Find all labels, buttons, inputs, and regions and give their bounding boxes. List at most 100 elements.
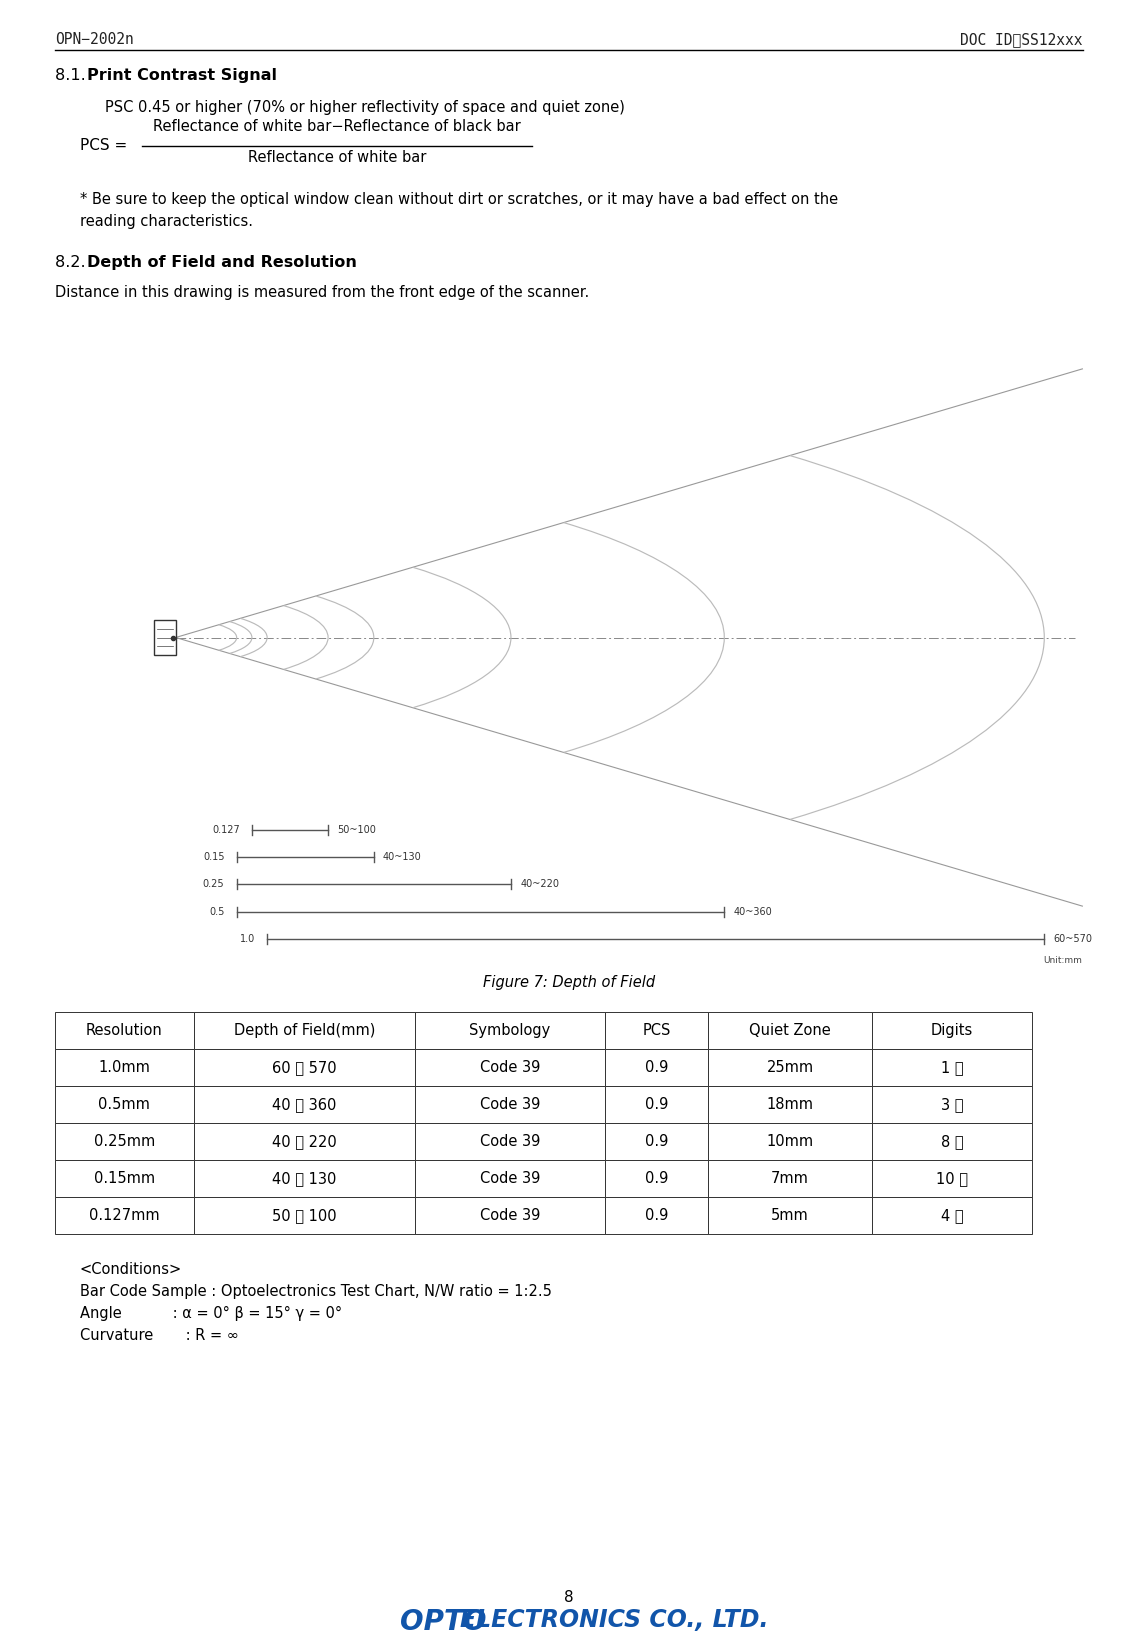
Bar [193, 1049, 414, 1085]
Bar [872, 1049, 1032, 1085]
Bar [55, 1049, 193, 1085]
Bar [872, 1198, 1032, 1234]
Text: * Be sure to keep the optical window clean without dirt or scratches, or it may : * Be sure to keep the optical window cle… [80, 192, 838, 228]
Bar [872, 1085, 1032, 1123]
Bar [872, 1123, 1032, 1160]
Text: 0.5mm: 0.5mm [99, 1097, 150, 1112]
Text: 60 ～ 570: 60 ～ 570 [272, 1061, 337, 1075]
Text: 40~130: 40~130 [384, 852, 422, 862]
Text: 60~570: 60~570 [1054, 933, 1092, 943]
Text: 3 桁: 3 桁 [941, 1097, 963, 1112]
Text: 0.15mm: 0.15mm [93, 1171, 155, 1186]
Bar [55, 1085, 193, 1123]
Bar [708, 1198, 872, 1234]
Text: 8 桁: 8 桁 [941, 1133, 963, 1150]
Text: 5mm: 5mm [772, 1208, 809, 1222]
Text: 40~220: 40~220 [520, 879, 559, 889]
Text: OPN−2002n: OPN−2002n [55, 31, 134, 46]
Text: Figure 7: Depth of Field: Figure 7: Depth of Field [483, 975, 655, 990]
Bar [55, 1013, 193, 1049]
Text: PSC 0.45 or higher (70% or higher reflectivity of space and quiet zone): PSC 0.45 or higher (70% or higher reflec… [105, 101, 625, 116]
Text: 0.9: 0.9 [645, 1133, 668, 1150]
Text: 40 ～ 220: 40 ～ 220 [272, 1133, 337, 1150]
Bar [193, 1160, 414, 1198]
Text: PCS =: PCS = [80, 139, 132, 154]
Text: Unit:mm: Unit:mm [1044, 957, 1082, 965]
Text: 0.127: 0.127 [212, 824, 240, 834]
Text: 7mm: 7mm [772, 1171, 809, 1186]
Text: Code 39: Code 39 [480, 1171, 541, 1186]
Text: OPTO: OPTO [399, 1607, 487, 1635]
Text: Code 39: Code 39 [480, 1061, 541, 1075]
Text: 40 ～ 360: 40 ～ 360 [272, 1097, 337, 1112]
Bar [55, 1160, 193, 1198]
Bar [872, 1160, 1032, 1198]
Bar [708, 1013, 872, 1049]
Text: Code 39: Code 39 [480, 1133, 541, 1150]
Text: Digits: Digits [931, 1023, 973, 1037]
Bar [55, 1123, 193, 1160]
Bar [193, 1085, 414, 1123]
Bar [155, 620, 175, 654]
Text: Bar Code Sample : Optoelectronics Test Chart, N/W ratio = 1:2.5: Bar Code Sample : Optoelectronics Test C… [80, 1284, 552, 1298]
Text: Depth of Field and Resolution: Depth of Field and Resolution [86, 254, 357, 269]
Text: 0.5: 0.5 [209, 907, 224, 917]
Text: 1 桁: 1 桁 [941, 1061, 963, 1075]
Bar [414, 1049, 605, 1085]
Text: 1.0: 1.0 [240, 933, 255, 943]
Text: 8: 8 [564, 1589, 574, 1606]
Text: 40 ～ 130: 40 ～ 130 [272, 1171, 337, 1186]
Text: 25mm: 25mm [767, 1061, 814, 1075]
Bar [193, 1198, 414, 1234]
Bar [414, 1085, 605, 1123]
Bar [414, 1160, 605, 1198]
Text: 10mm: 10mm [767, 1133, 814, 1150]
Bar [872, 1013, 1032, 1049]
Text: 40~360: 40~360 [733, 907, 773, 917]
Text: Print Contrast Signal: Print Contrast Signal [86, 68, 277, 83]
Bar [708, 1049, 872, 1085]
Text: 8.2.: 8.2. [55, 254, 91, 269]
Text: 0.9: 0.9 [645, 1097, 668, 1112]
Text: 1.0mm: 1.0mm [99, 1061, 150, 1075]
Bar [605, 1049, 708, 1085]
Bar [193, 1123, 414, 1160]
Text: Quiet Zone: Quiet Zone [749, 1023, 831, 1037]
Text: Resolution: Resolution [86, 1023, 163, 1037]
Text: 50 ～ 100: 50 ～ 100 [272, 1208, 337, 1222]
Text: Code 39: Code 39 [480, 1097, 541, 1112]
Text: <Conditions>: <Conditions> [80, 1262, 182, 1277]
Text: Reflectance of white bar−Reflectance of black bar: Reflectance of white bar−Reflectance of … [154, 119, 521, 134]
Bar [605, 1160, 708, 1198]
Text: 0.25: 0.25 [203, 879, 224, 889]
Bar [605, 1123, 708, 1160]
Text: Depth of Field(mm): Depth of Field(mm) [233, 1023, 376, 1037]
Text: ELECTRONICS CO., LTD.: ELECTRONICS CO., LTD. [460, 1607, 768, 1632]
Bar [605, 1198, 708, 1234]
Text: Reflectance of white bar: Reflectance of white bar [248, 150, 427, 165]
Text: 4 桁: 4 桁 [941, 1208, 963, 1222]
Bar [414, 1123, 605, 1160]
Text: 8.1.: 8.1. [55, 68, 91, 83]
Text: 0.9: 0.9 [645, 1061, 668, 1075]
Bar [708, 1085, 872, 1123]
Text: 0.25mm: 0.25mm [93, 1133, 155, 1150]
Text: Angle           : α = 0° β = 15° γ = 0°: Angle : α = 0° β = 15° γ = 0° [80, 1307, 343, 1322]
Text: 50~100: 50~100 [337, 824, 377, 834]
Text: Symbology: Symbology [469, 1023, 551, 1037]
Bar [605, 1085, 708, 1123]
Text: Distance in this drawing is measured from the front edge of the scanner.: Distance in this drawing is measured fro… [55, 286, 589, 301]
Bar [708, 1160, 872, 1198]
Text: 0.127mm: 0.127mm [89, 1208, 159, 1222]
Bar [414, 1013, 605, 1049]
Bar [55, 1198, 193, 1234]
Text: 18mm: 18mm [767, 1097, 814, 1112]
Bar [193, 1013, 414, 1049]
Bar [414, 1198, 605, 1234]
Text: Curvature       : R = ∞: Curvature : R = ∞ [80, 1328, 239, 1343]
Text: 10 桁: 10 桁 [935, 1171, 968, 1186]
Text: Code 39: Code 39 [480, 1208, 541, 1222]
Bar [605, 1013, 708, 1049]
Text: 0.9: 0.9 [645, 1208, 668, 1222]
Text: PCS: PCS [642, 1023, 670, 1037]
